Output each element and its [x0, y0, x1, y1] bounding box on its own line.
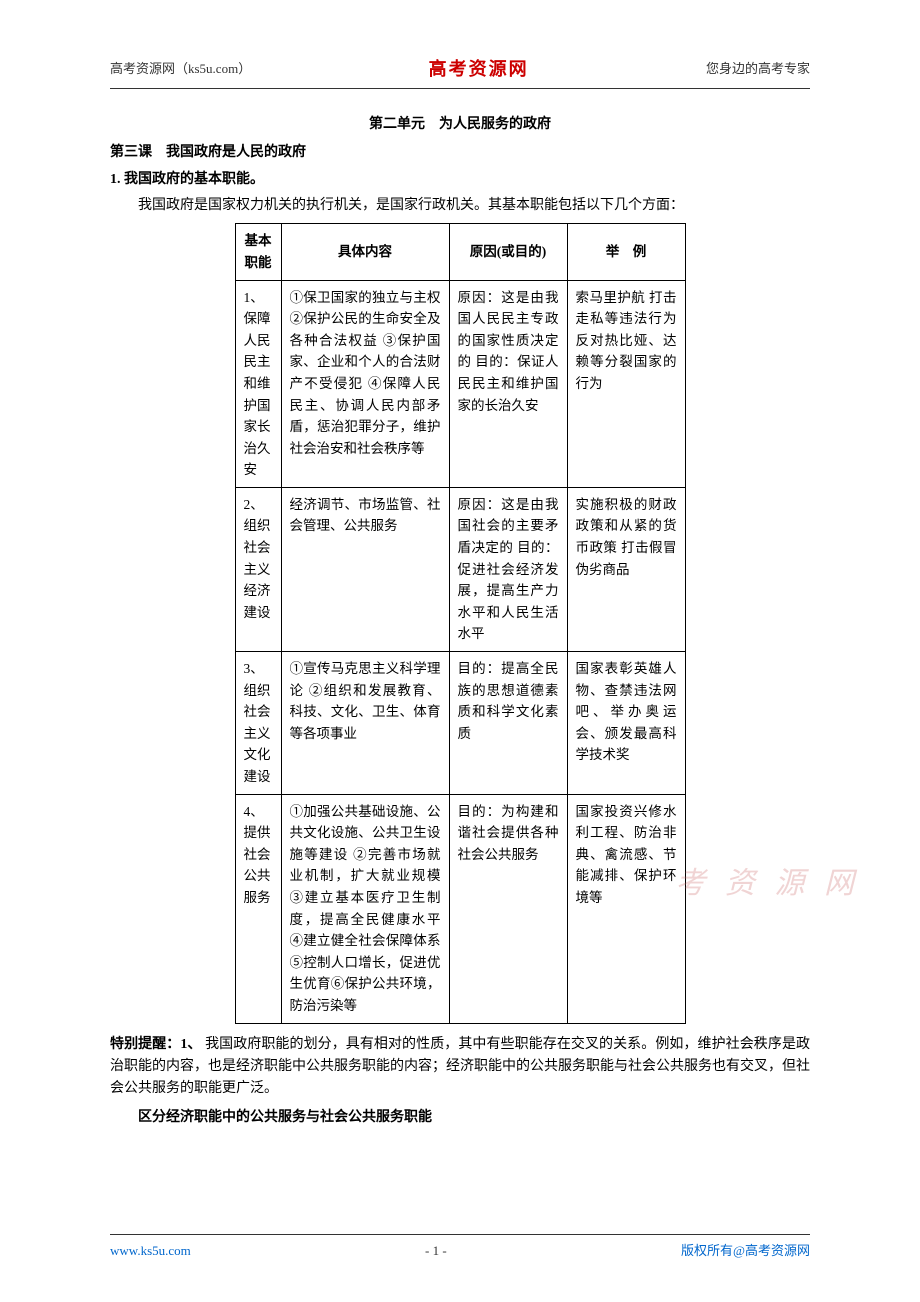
table-header-row: 基本职能 具体内容 原因(或目的) 举 例: [235, 224, 685, 280]
table-row: 1、保障人民民主和维护国家长治久安 ①保卫国家的独立与主权 ②保护公民的生命安全…: [235, 280, 685, 487]
cell-content-1: ①保卫国家的独立与主权 ②保护公民的生命安全及各种合法权益 ③保护国家、企业和个…: [281, 280, 449, 487]
functions-table: 基本职能 具体内容 原因(或目的) 举 例 1、保障人民民主和维护国家长治久安 …: [235, 223, 686, 1023]
cell-content-4: ①加强公共基础设施、公共文化设施、公共卫生设施等建设 ②完善市场就业机制，扩大就…: [281, 794, 449, 1023]
cell-content-2: 经济调节、市场监管、社会管理、公共服务: [281, 487, 449, 651]
cell-example-3: 国家表彰英雄人物、查禁违法网吧、举办奥运会、颁发最高科学技术奖: [567, 652, 685, 795]
th-reason: 原因(或目的): [449, 224, 567, 280]
lesson-title: 第三课 我国政府是人民的政府: [110, 142, 810, 164]
tip-paragraph: 特别提醒：1、 我国政府职能的划分，具有相对的性质，其中有些职能存在交叉的关系。…: [110, 1034, 810, 1101]
page-container: 高考资源网（ks5u.com） 高考资源网 您身边的高考专家 第二单元 为人民服…: [0, 0, 920, 1184]
header-center-logo-text: 高考资源网: [429, 55, 529, 84]
th-example: 举 例: [567, 224, 685, 280]
cell-example-4: 国家投资兴修水利工程、防治非典、禽流感、节能减排、保护环境等: [567, 794, 685, 1023]
header-bar: 高考资源网（ks5u.com） 高考资源网 您身边的高考专家: [110, 55, 810, 89]
footer-bar: www.ks5u.com - 1 - 版权所有@高考资源网: [110, 1234, 810, 1262]
cell-reason-3: 目的：提高全民族的思想道德素质和科学文化素质: [449, 652, 567, 795]
cell-func-3: 3、组织社会主义文化建设: [235, 652, 281, 795]
cell-func-4: 4、提供社会公共服务: [235, 794, 281, 1023]
footer-copyright: 版权所有@高考资源网: [681, 1241, 810, 1262]
cell-func-1: 1、保障人民民主和维护国家长治久安: [235, 280, 281, 487]
footer-page-number: - 1 -: [425, 1241, 447, 1262]
cell-func-2: 2、组织社会主义经济建设: [235, 487, 281, 651]
footer-url: www.ks5u.com: [110, 1241, 191, 1262]
cell-reason-4: 目的：为构建和谐社会提供各种社会公共服务: [449, 794, 567, 1023]
th-func: 基本职能: [235, 224, 281, 280]
intro-text: 我国政府是国家权力机关的执行机关，是国家行政机关。其基本职能包括以下几个方面：: [110, 195, 810, 217]
table-row: 4、提供社会公共服务 ①加强公共基础设施、公共文化设施、公共卫生设施等建设 ②完…: [235, 794, 685, 1023]
tip-label: 特别提醒：1、: [110, 1037, 202, 1052]
cell-reason-1: 原因：这是由我国人民民主专政的国家性质决定的 目的：保证人民民主和维护国家的长治…: [449, 280, 567, 487]
table-row: 2、组织社会主义经济建设 经济调节、市场监管、社会管理、公共服务 原因：这是由我…: [235, 487, 685, 651]
tip-body: 我国政府职能的划分，具有相对的性质，其中有些职能存在交叉的关系。例如，维护社会秩…: [110, 1037, 810, 1097]
th-content: 具体内容: [281, 224, 449, 280]
cell-example-2: 实施积极的财政政策和从紧的货币政策 打击假冒伪劣商品: [567, 487, 685, 651]
table-row: 3、组织社会主义文化建设 ①宣传马克思主义科学理论 ②组织和发展教育、科技、文化…: [235, 652, 685, 795]
tip-sub-heading: 区分经济职能中的公共服务与社会公共服务职能: [110, 1107, 810, 1129]
header-right-text: 您身边的高考专家: [706, 59, 810, 80]
unit-title: 第二单元 为人民服务的政府: [110, 114, 810, 136]
cell-example-1: 索马里护航 打击走私等违法行为 反对热比娅、达赖等分裂国家的行为: [567, 280, 685, 487]
header-left-text: 高考资源网（ks5u.com）: [110, 59, 251, 80]
cell-content-3: ①宣传马克思主义科学理论 ②组织和发展教育、科技、文化、卫生、体育等各项事业: [281, 652, 449, 795]
section-number: 1. 我国政府的基本职能。: [110, 169, 810, 191]
cell-reason-2: 原因：这是由我国社会的主要矛盾决定的 目的：促进社会经济发展，提高生产力水平和人…: [449, 487, 567, 651]
